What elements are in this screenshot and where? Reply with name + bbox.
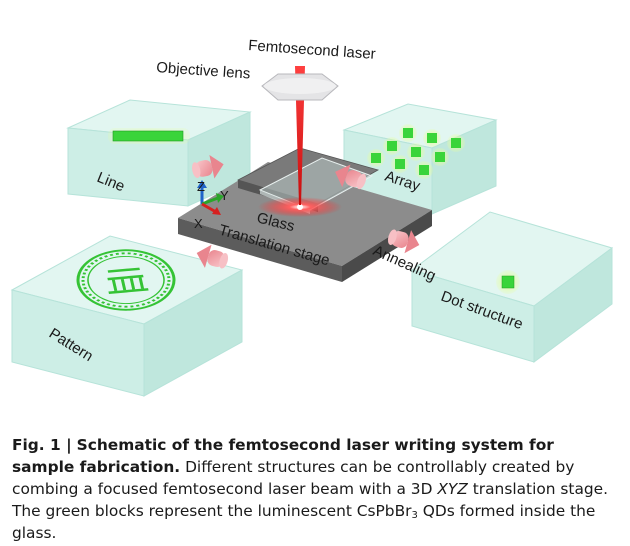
axis-z-label: Z: [197, 179, 205, 194]
caption-body-part2: translation stage. The green blocks repr…: [12, 480, 609, 520]
axis-x-label: X: [194, 216, 203, 231]
caption-figure-number: Fig. 1 |: [12, 436, 72, 454]
arrow-to-pattern: [196, 244, 229, 269]
caption-subscript-3: 3: [411, 510, 418, 521]
university-seal-pattern: [76, 249, 176, 311]
pattern-box: Pattern: [10, 235, 244, 397]
array-box: Array: [342, 103, 498, 215]
caption-title: Schematic of the femtosecond laser writi…: [12, 436, 554, 476]
caption-body-part3: QDs formed inside the glass.: [12, 502, 596, 542]
qd-array-cubes: [367, 124, 465, 179]
line-box: Line: [66, 99, 252, 207]
xyz-axes: [197, 180, 224, 215]
figure-caption: Fig. 1 | Schematic of the femtosecond la…: [12, 434, 618, 544]
schematic-figure: Line Array: [10, 37, 614, 397]
caption-body-part1: Different structures can be controllably…: [12, 458, 575, 498]
axis-y-label: Y: [220, 188, 229, 203]
arrow-to-line: [191, 155, 224, 179]
arrow-to-array: [335, 164, 367, 190]
femtosecond-laser-label: Femtosecond laser: [248, 37, 376, 63]
objective-lens-label: Objective lens: [156, 59, 251, 83]
caption-xyz: XYZ: [437, 480, 468, 498]
dot-structure-box: Dot structure: [410, 211, 614, 363]
laser-beam: [295, 66, 305, 205]
arrow-to-dot-structure: [387, 229, 420, 254]
objective-lens: [261, 73, 339, 101]
